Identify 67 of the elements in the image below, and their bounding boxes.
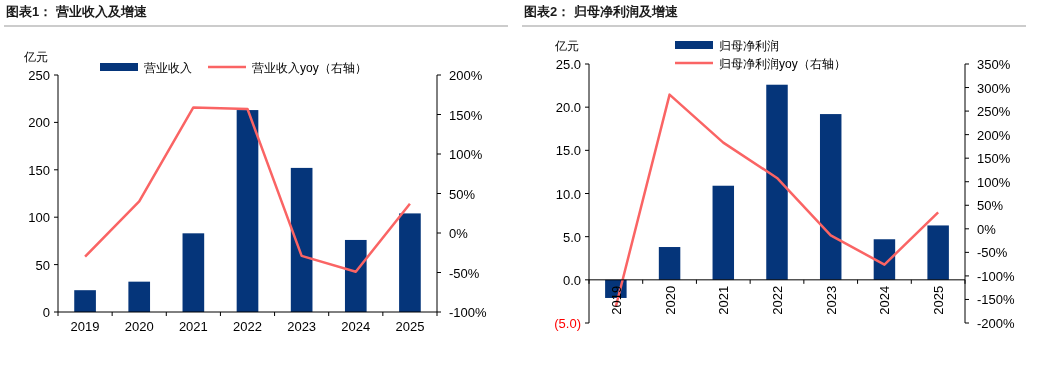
bar bbox=[766, 84, 788, 280]
x-tick-label: 2025 bbox=[395, 319, 425, 334]
y2-tick-label: 0% bbox=[977, 221, 997, 237]
bar bbox=[344, 239, 367, 312]
y2-tick-label: -50% bbox=[449, 265, 480, 281]
y2-tick-label: 250% bbox=[977, 104, 1011, 120]
y2-tick-label: 100% bbox=[449, 147, 483, 162]
y2-tick-label: 50% bbox=[449, 186, 476, 202]
y-tick-label: 100 bbox=[28, 210, 50, 226]
y-tick-label: 20.0 bbox=[555, 100, 581, 116]
y2-tick-label: 350% bbox=[977, 57, 1011, 72]
y2-tick-label: -100% bbox=[977, 268, 1016, 284]
y2-tick-label: -150% bbox=[977, 292, 1016, 308]
x-tick-label: 2025 bbox=[931, 285, 947, 315]
line-series bbox=[83, 106, 412, 273]
y-tick-label: 0.0 bbox=[562, 272, 581, 288]
y2-tick-label: 100% bbox=[977, 174, 1011, 190]
legend-label: 营业收入 bbox=[144, 61, 192, 75]
bar bbox=[819, 114, 842, 280]
y2-tick-label: 150% bbox=[977, 151, 1011, 167]
x-tick-label: 2024 bbox=[341, 319, 371, 334]
bar bbox=[236, 110, 259, 312]
chart-title: 图表2： 归母净利润及增速 bbox=[524, 4, 679, 19]
y-axis-title: 亿元 bbox=[554, 39, 579, 53]
x-tick-label: 2020 bbox=[662, 285, 678, 315]
x-tick-label: 2024 bbox=[877, 285, 893, 315]
x-tick-label: 2023 bbox=[823, 285, 839, 315]
y2-tick-label: -50% bbox=[977, 245, 1008, 261]
y-tick-label: 50 bbox=[35, 257, 50, 273]
bar bbox=[399, 213, 421, 312]
y2-tick-label: 200% bbox=[977, 127, 1011, 143]
x-tick-label: 2023 bbox=[287, 319, 317, 334]
bar bbox=[712, 185, 735, 280]
x-tick-label: 2021 bbox=[178, 319, 208, 334]
legend-label: 归母净利润yoy（右轴） bbox=[719, 57, 846, 71]
bar bbox=[927, 225, 949, 280]
y2-tick-label: -200% bbox=[977, 316, 1016, 331]
y-tick-label: 25.0 bbox=[555, 57, 581, 72]
bar bbox=[74, 290, 96, 312]
y-axis-title: 亿元 bbox=[23, 50, 48, 64]
chart-title: 图表1： 营业收入及增速 bbox=[6, 4, 148, 19]
y-tick-label: (5.0) bbox=[554, 316, 581, 331]
bar bbox=[128, 281, 151, 312]
bar bbox=[290, 167, 313, 312]
x-tick-label: 2019 bbox=[70, 319, 100, 334]
y2-tick-label: 50% bbox=[977, 198, 1004, 214]
y-tick-label: 250 bbox=[28, 68, 50, 83]
x-tick-label: 2021 bbox=[716, 285, 732, 315]
y-tick-label: 10.0 bbox=[555, 186, 581, 202]
y-tick-label: 15.0 bbox=[555, 143, 581, 159]
y2-tick-label: 150% bbox=[449, 107, 483, 123]
y-tick-label: 150 bbox=[28, 162, 50, 178]
legend-label: 归母净利润 bbox=[719, 39, 779, 53]
y-tick-label: 0 bbox=[42, 305, 50, 320]
x-tick-label: 2022 bbox=[770, 285, 785, 315]
y2-tick-label: 200% bbox=[449, 68, 483, 83]
bar bbox=[658, 247, 681, 280]
x-tick-label: 2020 bbox=[124, 319, 154, 334]
x-tick-label: 2022 bbox=[233, 319, 262, 334]
y-tick-label: 200 bbox=[28, 115, 50, 131]
y2-tick-label: 0% bbox=[449, 226, 469, 241]
y-tick-label: 5.0 bbox=[562, 229, 581, 245]
y2-tick-label: -100% bbox=[449, 305, 488, 320]
bar bbox=[182, 233, 205, 312]
x-tick-label: 2019 bbox=[608, 285, 624, 315]
legend-label: 营业收入yoy（右轴） bbox=[252, 61, 367, 75]
y2-tick-label: 300% bbox=[977, 80, 1011, 96]
